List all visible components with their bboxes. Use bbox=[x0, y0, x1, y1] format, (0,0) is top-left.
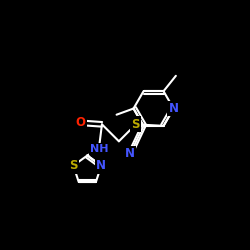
Text: O: O bbox=[76, 116, 86, 129]
Text: S: S bbox=[69, 159, 78, 172]
Text: S: S bbox=[132, 118, 140, 131]
Text: N: N bbox=[96, 159, 106, 172]
Text: NH: NH bbox=[90, 144, 109, 154]
Text: N: N bbox=[168, 102, 178, 115]
Text: N: N bbox=[125, 147, 135, 160]
